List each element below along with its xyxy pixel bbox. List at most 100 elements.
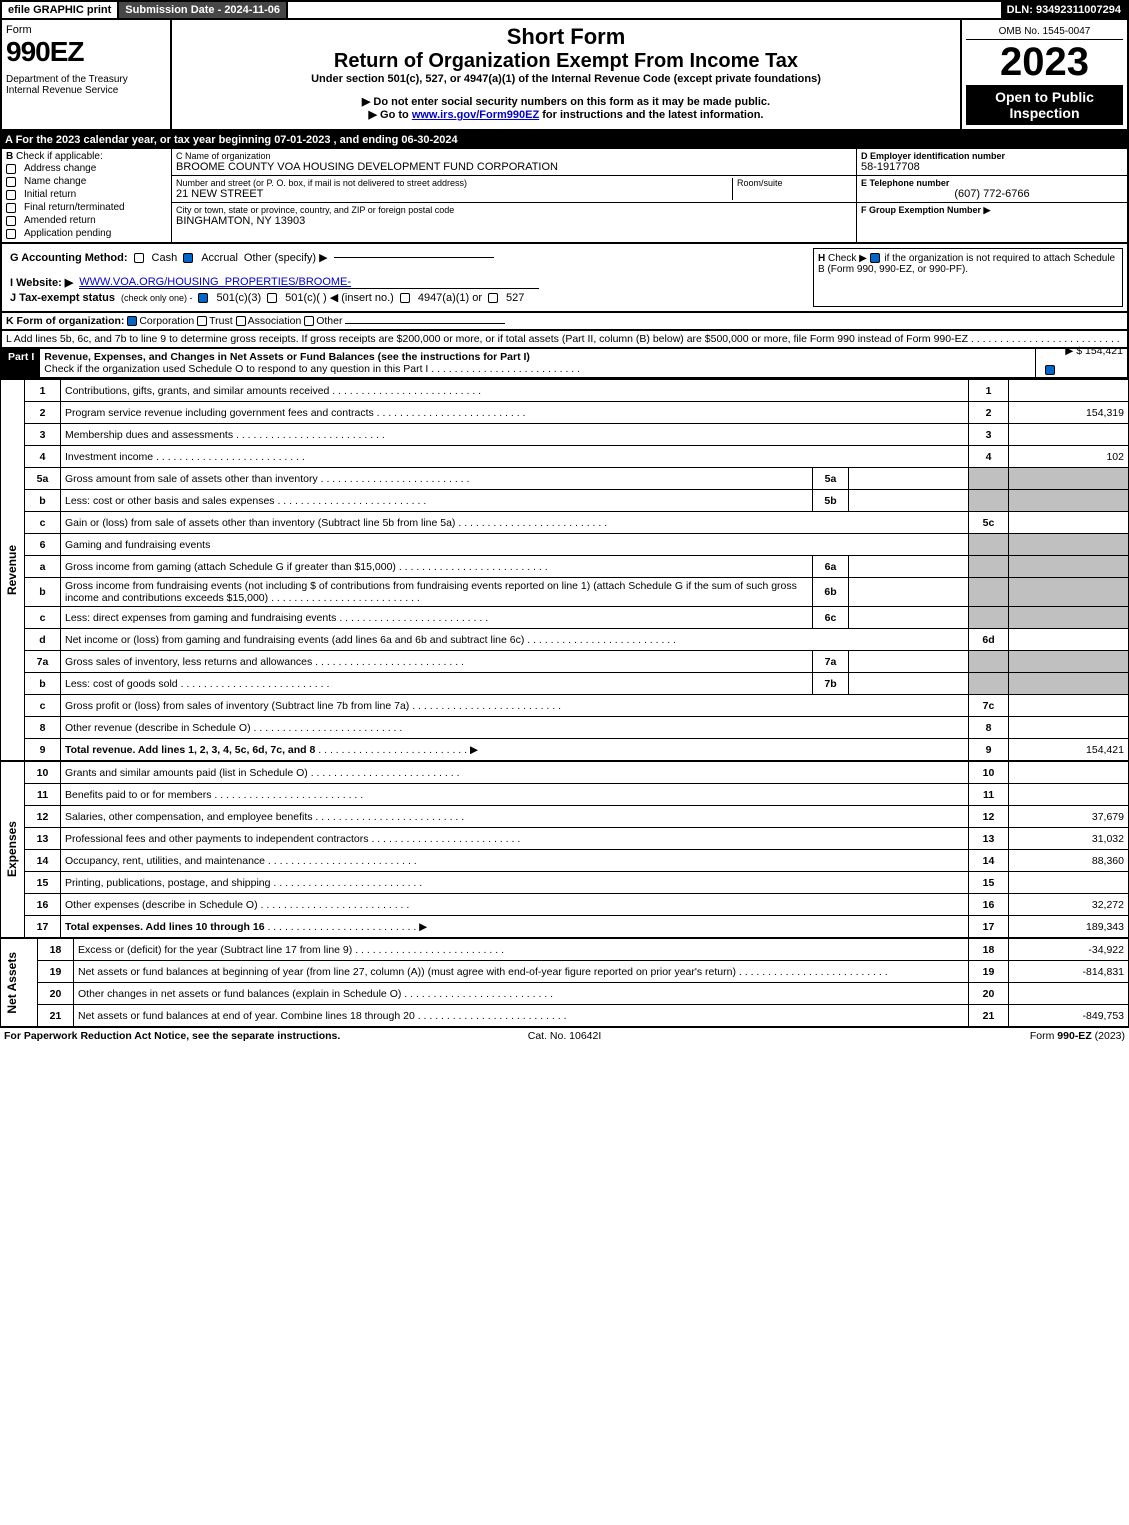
sub-line-number: 6b [813, 578, 849, 607]
b-checkbox[interactable] [6, 164, 16, 174]
side-label: Expenses [1, 762, 25, 938]
table-row: Net Assets18Excess or (deficit) for the … [1, 939, 1129, 961]
sub-line-value[interactable] [849, 578, 969, 607]
4947-checkbox[interactable] [400, 293, 410, 303]
501c-checkbox[interactable] [267, 293, 277, 303]
b-checkbox[interactable] [6, 203, 16, 213]
right-num: 16 [969, 894, 1009, 916]
right-num: 3 [969, 424, 1009, 446]
line-desc: Less: cost or other basis and sales expe… [61, 490, 813, 512]
other-checkbox[interactable] [304, 316, 314, 326]
form-header: Form 990EZ Department of the Treasury In… [0, 20, 1129, 131]
right-num: 5c [969, 512, 1009, 534]
line-desc: Other changes in net assets or fund bala… [74, 983, 969, 1005]
table-row: 21Net assets or fund balances at end of … [1, 1005, 1129, 1027]
line-number: 5a [25, 468, 61, 490]
line-number: 17 [25, 916, 61, 938]
sub-line-value[interactable] [849, 556, 969, 578]
section-b: B Check if applicable: Address changeNam… [2, 149, 172, 242]
line-number: 11 [25, 784, 61, 806]
group-exemption-label: F Group Exemption Number ▶ [861, 205, 1123, 216]
org-name: BROOME COUNTY VOA HOUSING DEVELOPMENT FU… [176, 161, 852, 173]
j-label: J Tax-exempt status [10, 292, 115, 304]
right-value [1009, 556, 1129, 578]
b-checkbox[interactable] [6, 229, 16, 239]
sub-line-value[interactable] [849, 607, 969, 629]
right-num [969, 534, 1009, 556]
table-row: 4Investment income 4102 [1, 446, 1129, 468]
right-num: 18 [969, 939, 1009, 961]
efile-label[interactable]: efile GRAPHIC print [2, 2, 119, 18]
line-number: 12 [25, 806, 61, 828]
right-value [1009, 983, 1129, 1005]
b-item-label: Amended return [24, 215, 96, 226]
room-label: Room/suite [737, 178, 852, 188]
right-value: -34,922 [1009, 939, 1129, 961]
right-value: 189,343 [1009, 916, 1129, 938]
corp-checkbox[interactable] [127, 316, 137, 326]
website-link[interactable]: WWW.VOA.ORG/HOUSING_PROPERTIES/BROOME- [79, 276, 539, 289]
line-desc: Gross profit or (loss) from sales of inv… [61, 695, 969, 717]
table-row: Expenses10Grants and similar amounts pai… [1, 762, 1129, 784]
i-label: I Website: ▶ [10, 276, 73, 289]
line-desc: Salaries, other compensation, and employ… [61, 806, 969, 828]
right-value [1009, 578, 1129, 607]
line-desc: Gross income from fundraising events (no… [61, 578, 813, 607]
sub-line-value[interactable] [849, 490, 969, 512]
right-num: 9 [969, 739, 1009, 761]
schedule-b-checkbox[interactable] [870, 253, 880, 263]
section-h: H Check ▶ if the organization is not req… [813, 248, 1123, 307]
right-num [969, 556, 1009, 578]
irs-link[interactable]: www.irs.gov/Form990EZ [412, 109, 539, 121]
line-number: 3 [25, 424, 61, 446]
section-a: A For the 2023 calendar year, or tax yea… [0, 131, 1129, 149]
right-value [1009, 762, 1129, 784]
sub-line-value[interactable] [849, 468, 969, 490]
line-desc: Gaming and fundraising events [61, 534, 969, 556]
527-checkbox[interactable] [488, 293, 498, 303]
b-checkbox[interactable] [6, 190, 16, 200]
dln: DLN: 93492311007294 [1001, 2, 1127, 18]
table-row: 19Net assets or fund balances at beginni… [1, 961, 1129, 983]
table-row: 16Other expenses (describe in Schedule O… [1, 894, 1129, 916]
cash-checkbox[interactable] [134, 253, 144, 263]
warning: ▶ Do not enter social security numbers o… [176, 95, 956, 108]
table-row: 20Other changes in net assets or fund ba… [1, 983, 1129, 1005]
sub-line-value[interactable] [849, 673, 969, 695]
footer: For Paperwork Reduction Act Notice, see … [0, 1027, 1129, 1044]
assoc-checkbox[interactable] [236, 316, 246, 326]
line-desc: Total expenses. Add lines 10 through 16 … [61, 916, 969, 938]
form-number: 990EZ [6, 36, 166, 68]
b-checkbox[interactable] [6, 177, 16, 187]
right-value [1009, 490, 1129, 512]
line-number: 16 [25, 894, 61, 916]
ein: 58-1917708 [861, 161, 1123, 173]
table-row: 9Total revenue. Add lines 1, 2, 3, 4, 5c… [1, 739, 1129, 761]
right-value: 32,272 [1009, 894, 1129, 916]
trust-checkbox[interactable] [197, 316, 207, 326]
top-bar: efile GRAPHIC print Submission Date - 20… [0, 0, 1129, 20]
table-row: dNet income or (loss) from gaming and fu… [1, 629, 1129, 651]
right-num: 11 [969, 784, 1009, 806]
table-row: cGain or (loss) from sale of assets othe… [1, 512, 1129, 534]
line-desc: Membership dues and assessments [61, 424, 969, 446]
accrual-checkbox[interactable] [183, 253, 193, 263]
line-desc: Excess or (deficit) for the year (Subtra… [74, 939, 969, 961]
omb: OMB No. 1545-0047 [966, 24, 1123, 40]
table-row: 7aGross sales of inventory, less returns… [1, 651, 1129, 673]
line-number: b [25, 578, 61, 607]
501c3-checkbox[interactable] [198, 293, 208, 303]
b-checkbox[interactable] [6, 216, 16, 226]
right-value [1009, 872, 1129, 894]
form-word: Form [6, 24, 166, 36]
table-row: 8Other revenue (describe in Schedule O) … [1, 717, 1129, 739]
b-item-label: Final return/terminated [24, 202, 125, 213]
side-label: Revenue [1, 380, 25, 761]
right-num [969, 673, 1009, 695]
line-desc: Total revenue. Add lines 1, 2, 3, 4, 5c,… [61, 739, 969, 761]
right-value: 37,679 [1009, 806, 1129, 828]
schedule-o-checkbox[interactable] [1045, 365, 1055, 375]
name-label: C Name of organization [176, 151, 852, 161]
sub-line-value[interactable] [849, 651, 969, 673]
right-value [1009, 629, 1129, 651]
